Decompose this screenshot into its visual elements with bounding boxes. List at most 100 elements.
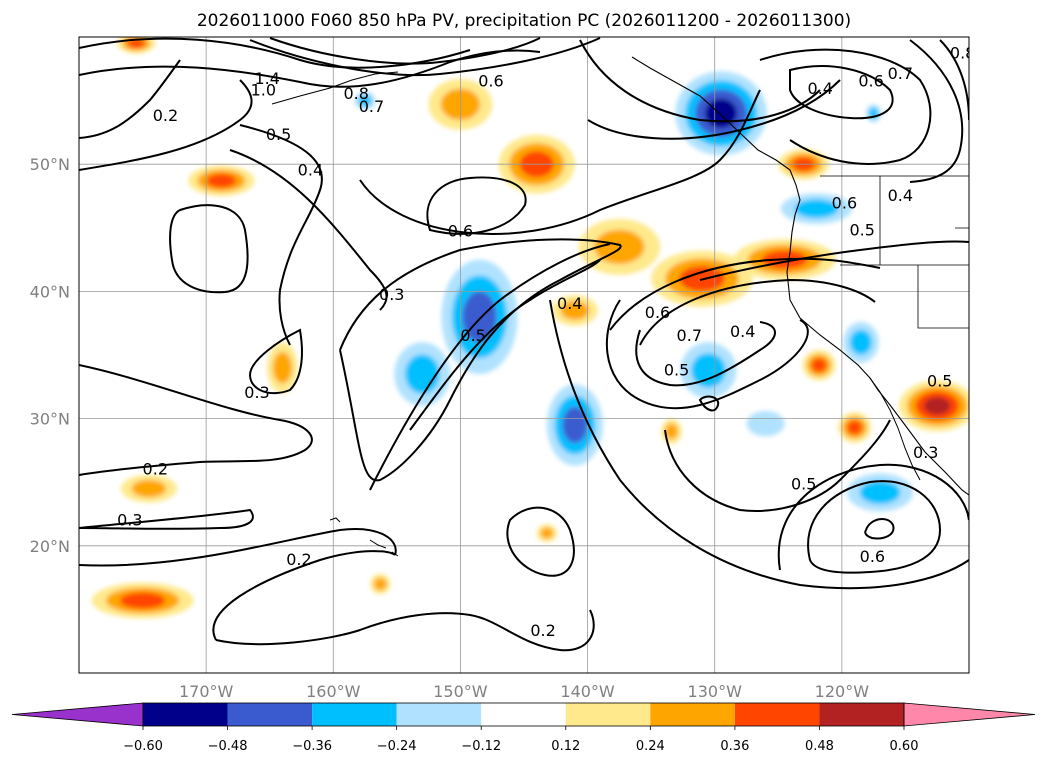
contour-label: 0.4 xyxy=(808,79,833,98)
pv-contour-line xyxy=(698,395,720,412)
contour-label: 0.4 xyxy=(298,161,323,180)
colorbar-cell xyxy=(734,703,820,726)
precip-anomaly-blob xyxy=(680,342,737,399)
lon-tick-label: 140°W xyxy=(560,682,615,701)
pv-contour-line xyxy=(579,39,821,123)
colorbar-cell xyxy=(227,703,313,726)
pv-contour-line xyxy=(229,149,388,311)
contour-label: 0.5 xyxy=(791,475,816,494)
pv-contour-line xyxy=(79,49,541,88)
contour-label: 0.3 xyxy=(913,443,938,462)
lat-tick-label: 20°N xyxy=(30,537,70,556)
colorbar-tick-label: 0.12 xyxy=(551,739,580,754)
pv-contour-labels: 1.41.0 0.80.70.60.50.40.20.60.30.30.50.4 0… xyxy=(117,44,975,640)
pv-contour-line xyxy=(79,508,254,530)
anomaly-ring xyxy=(923,397,951,415)
map-frame xyxy=(78,36,970,674)
contour-label: 0.8 xyxy=(343,84,368,103)
anomaly-ring xyxy=(665,423,678,440)
contour-label: 0.3 xyxy=(117,510,142,529)
pv-contours xyxy=(79,37,969,652)
pv-contour-line xyxy=(79,59,181,139)
pv-contour-line xyxy=(789,65,894,120)
precip-anomaly-blob xyxy=(267,342,298,394)
anomaly-ring xyxy=(562,406,588,444)
pv-contour-line xyxy=(909,39,964,183)
precip-anomaly-blob xyxy=(675,71,767,156)
precip-anomaly-blob xyxy=(802,349,836,381)
anomaly-ring xyxy=(859,480,901,505)
longitude-tick-labels: 170°W 160°W 150°W 140°W 130°W 120°W xyxy=(179,682,869,701)
pv-contour-line xyxy=(269,37,541,65)
contour-label: 0.6 xyxy=(478,72,503,91)
anomaly-ring xyxy=(746,411,785,437)
pv-contour-line xyxy=(549,299,969,590)
colorbar-cell xyxy=(481,703,566,726)
colorbar-tick-label: 0.48 xyxy=(805,739,834,754)
contour-label: 0.6 xyxy=(860,547,885,566)
precip-anomaly-blob xyxy=(394,342,451,406)
pv-contour-line xyxy=(369,243,611,491)
precip-anomaly-blob xyxy=(354,91,376,110)
colorbar-tick-labels: −0.60 −0.48 −0.36 −0.24 −0.12 0.12 0.24 0.36 0.4… xyxy=(123,726,918,754)
contour-label: 0.6 xyxy=(832,194,857,213)
contour-label: 0.2 xyxy=(530,621,555,640)
baja-california-coastline xyxy=(869,377,921,481)
contour-label: 0.5 xyxy=(460,326,485,345)
anomaly-ring xyxy=(405,354,440,394)
chart-title: 2026011000 F060 850 hPa PV, precipitatio… xyxy=(197,11,851,31)
colorbar-cell xyxy=(565,703,651,726)
pv-contour-line xyxy=(759,48,932,165)
pv-contour-line xyxy=(639,278,876,346)
contour-label: 0.8 xyxy=(950,44,975,63)
contour-label: 0.5 xyxy=(849,220,874,239)
pv-contour-line xyxy=(664,419,891,512)
contour-label: 0.6 xyxy=(645,303,670,322)
lon-tick-label: 170°W xyxy=(179,682,234,701)
colorbar-cell xyxy=(143,703,228,726)
anomaly-ring xyxy=(849,329,872,355)
contour-label: 0.7 xyxy=(677,326,702,345)
contour-label: 0.3 xyxy=(379,285,404,304)
anomaly-ring xyxy=(206,173,237,188)
lon-tick-label: 160°W xyxy=(306,682,361,701)
pv-contour-line xyxy=(249,37,601,77)
contour-label: 0.6 xyxy=(448,222,473,241)
contour-label: 1.4 xyxy=(254,69,279,88)
anomaly-ring xyxy=(811,358,827,373)
contour-label: 0.7 xyxy=(888,64,913,83)
north-america-coastline xyxy=(631,56,969,496)
anomaly-ring xyxy=(358,95,372,107)
contour-label: 0.5 xyxy=(664,360,689,379)
colorbar-tick-label: 0.60 xyxy=(890,739,919,754)
pv-contour-line xyxy=(609,257,881,331)
pv-contour-line xyxy=(605,299,809,410)
pv-contour-line xyxy=(248,328,303,395)
colorbar: −0.60 −0.48 −0.36 −0.24 −0.12 0.12 0.24 0.36 0.4… xyxy=(11,702,1036,754)
precip-anomaly-blob xyxy=(370,573,391,595)
pv-contour-line xyxy=(864,518,895,540)
pv-contour-line xyxy=(239,124,323,346)
precip-anomaly-blob xyxy=(120,474,177,503)
colorbar-tick-label: 0.24 xyxy=(636,739,665,754)
precip-anomaly-blob xyxy=(846,473,914,512)
contour-label: 0.2 xyxy=(286,550,311,569)
pv-contour-line xyxy=(359,89,761,235)
colorbar-tick-label: −0.24 xyxy=(377,739,417,754)
contour-label: 0.5 xyxy=(927,372,952,391)
pv-contour-line xyxy=(215,609,595,652)
colorbar-tick-label: 0.36 xyxy=(720,739,749,754)
contour-label: 0.7 xyxy=(359,97,384,116)
contour-label: 0.4 xyxy=(888,186,913,205)
precip-anomaly-blob xyxy=(780,193,853,224)
lon-tick-label: 150°W xyxy=(433,682,488,701)
contour-label: 0.4 xyxy=(557,294,582,313)
precip-anomaly-blob xyxy=(91,582,194,619)
colorbar-cell xyxy=(312,703,397,726)
pv-contour-line xyxy=(79,528,397,567)
gridlines xyxy=(79,37,969,673)
colorbar-cell xyxy=(396,703,482,726)
colorbar-tick-label: −0.60 xyxy=(123,739,163,754)
precip-anomaly-blob xyxy=(746,411,785,437)
